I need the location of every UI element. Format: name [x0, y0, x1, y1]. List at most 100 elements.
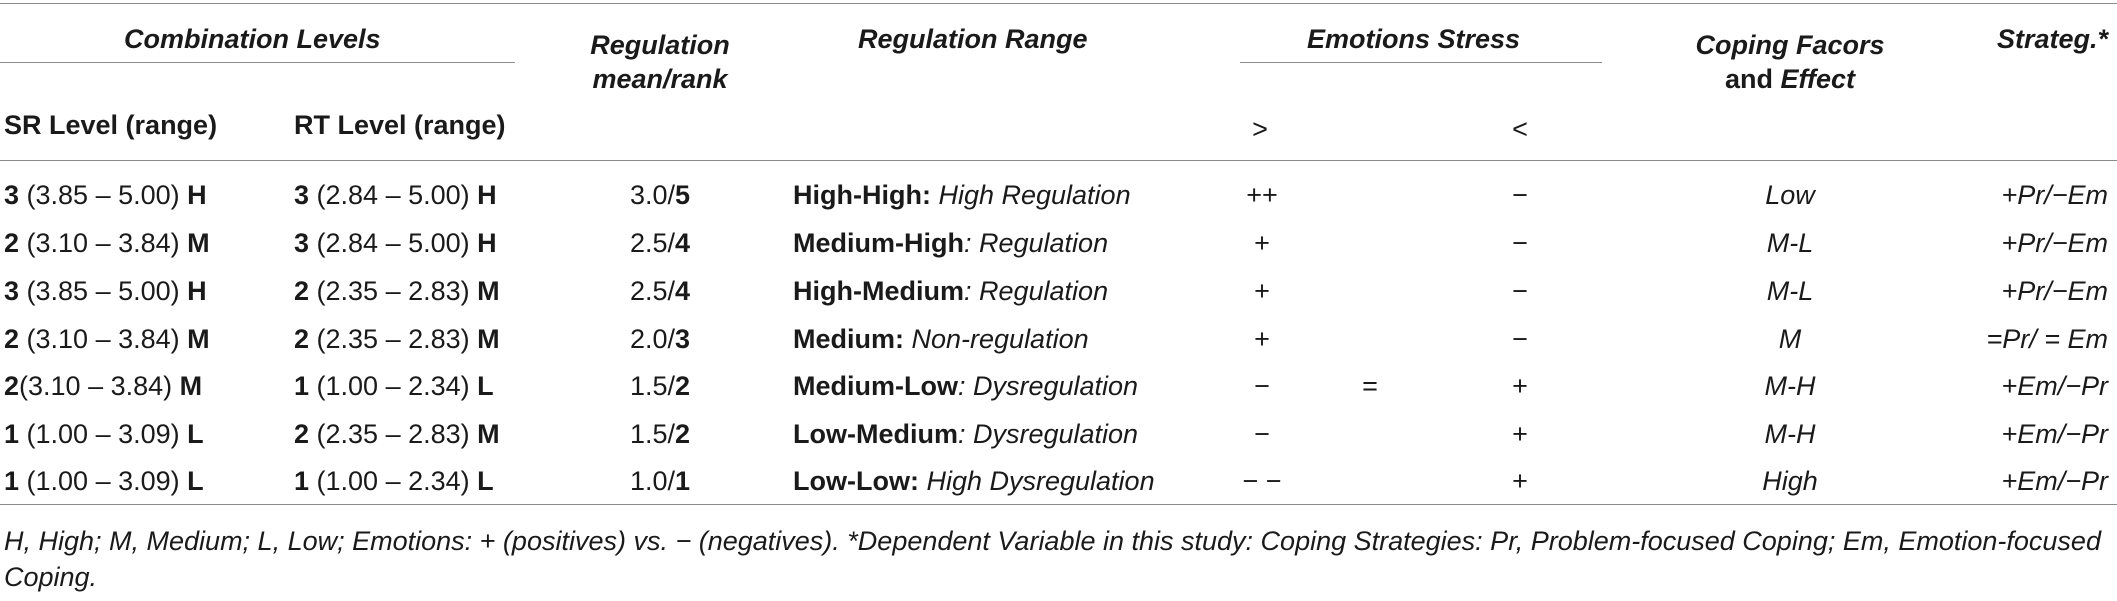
regulation-range: Medium-Low: Dysregulation [793, 369, 1138, 403]
sr-level: 1 (1.00 – 3.09) L [4, 464, 204, 498]
header-coping-2: and Effect [1724, 64, 1856, 94]
regulation-mean: 1.5/ [629, 371, 675, 401]
rt-level-number: 2 [294, 324, 310, 354]
regulation-range-label: : Regulation [963, 276, 1109, 306]
sr-level-range: (1.00 – 3.09) [19, 419, 188, 449]
regulation-range-level: Low-Low: [793, 466, 919, 496]
header-combination-levels: Combination Levels [124, 24, 381, 54]
sr-level-number: 2 [4, 324, 20, 354]
regulation-mean: 2.5/ [629, 276, 675, 306]
sr-level: 2 (3.10 – 3.84) M [4, 322, 210, 356]
regulation-mean: 1.0/ [629, 466, 675, 496]
emotion-positive: − [1254, 371, 1270, 401]
emotion-positive: + [1254, 228, 1270, 258]
regulation-range: Medium: Non-regulation [793, 322, 1089, 356]
emotion-positive: − [1254, 419, 1270, 449]
rt-level-letter: H [477, 180, 497, 210]
regulation-range: Low-Medium: Dysregulation [793, 417, 1138, 451]
emotion-negative: + [1512, 371, 1528, 401]
coping-effect: M-H [1764, 419, 1816, 449]
rt-level: 1 (1.00 – 2.34) L [294, 369, 494, 403]
emotion-negative: + [1512, 466, 1528, 496]
rt-level-letter: L [477, 371, 494, 401]
emotion-negative: − [1512, 228, 1528, 258]
sr-level: 3 (3.85 – 5.00) H [4, 178, 207, 212]
header-coping-1: Coping Facors [1695, 30, 1885, 60]
strategy: +Em/−Pr [2001, 466, 2108, 496]
sr-level-range: (3.85 – 5.00) [19, 276, 188, 306]
top-rule [0, 3, 2117, 4]
header-emotions-stress: Emotions Stress [1307, 24, 1521, 54]
regulation-range-level: High-Medium [793, 276, 964, 306]
regulation-range-level: High-High: [793, 180, 931, 210]
sr-level-number: 2 [4, 371, 20, 401]
regulation-mean-rank: 1.5/2 [570, 417, 750, 451]
regulation-mean: 2.5/ [629, 228, 675, 258]
regulation-range-level: Medium: [793, 324, 904, 354]
regulation-rank: 1 [675, 466, 691, 496]
regulation-rank: 4 [675, 228, 691, 258]
sr-level-range: (3.10 – 3.84) [19, 324, 188, 354]
strategy: +Em/−Pr [2001, 371, 2108, 401]
regulation-range-label: : Dysregulation [957, 371, 1139, 401]
rt-level-range: (2.84 – 5.00) [309, 180, 478, 210]
emotion-negative: − [1512, 324, 1528, 354]
sr-level: 2 (3.10 – 3.84) M [4, 226, 210, 260]
regulation-mean: 3.0/ [629, 180, 675, 210]
rt-level-range: (1.00 – 2.34) [309, 371, 478, 401]
sr-level-number: 3 [4, 276, 20, 306]
rt-level-letter: L [477, 466, 494, 496]
rt-level: 3 (2.84 – 5.00) H [294, 226, 497, 260]
sr-level-letter: M [187, 324, 210, 354]
regulation-range-label: : Regulation [963, 228, 1109, 258]
rt-level-range: (2.35 – 2.83) [309, 419, 478, 449]
sr-level-range: (3.10 – 3.84) [19, 371, 180, 401]
rt-level-range: (1.00 – 2.34) [309, 466, 478, 496]
sr-level: 3 (3.85 – 5.00) H [4, 274, 207, 308]
rt-level-number: 2 [294, 276, 310, 306]
regulation-range: Low-Low: High Dysregulation [793, 464, 1155, 498]
body-bottom-rule [0, 504, 2117, 505]
regulation-range: Medium-High: Regulation [793, 226, 1108, 260]
regulation-mean-rank: 1.5/2 [570, 369, 750, 403]
rt-level-range: (2.84 – 5.00) [309, 228, 478, 258]
regulation-mean: 1.5/ [629, 419, 675, 449]
sr-level-letter: H [187, 276, 207, 306]
regulation-range-level: Medium-Low [793, 371, 958, 401]
strategy: =Pr/ = Em [1986, 324, 2108, 354]
emotion-positive: + [1254, 324, 1270, 354]
rt-level-letter: M [477, 324, 500, 354]
sr-level-range: (3.85 – 5.00) [19, 180, 188, 210]
rt-level-number: 2 [294, 419, 310, 449]
rt-level: 2 (2.35 – 2.83) M [294, 274, 500, 308]
strategy: +Pr/−Em [2001, 228, 2108, 258]
header-regulation-mean-1: Regulation [590, 30, 730, 60]
rt-level-number: 3 [294, 228, 310, 258]
emotion-positive: ++ [1246, 180, 1278, 210]
header-greater-than: > [1252, 114, 1268, 144]
regulation-range-label: : Dysregulation [957, 419, 1139, 449]
strategy: +Pr/−Em [2001, 180, 2108, 210]
regulation-range: High-High: High Regulation [793, 178, 1131, 212]
rt-level-number: 3 [294, 180, 310, 210]
header-regulation-range: Regulation Range [858, 24, 1088, 54]
coping-effect: M-L [1766, 228, 1814, 258]
header-less-than: < [1512, 114, 1528, 144]
emotion-negative: − [1512, 180, 1528, 210]
sr-level-letter: L [187, 419, 204, 449]
sr-level-range: (1.00 – 3.09) [19, 466, 188, 496]
header-rt-level: RT Level (range) [294, 110, 506, 140]
rt-level-letter: H [477, 228, 497, 258]
sr-level-number: 3 [4, 180, 20, 210]
regulation-rank: 5 [675, 180, 691, 210]
rt-level-range: (2.35 – 2.83) [309, 276, 478, 306]
regulation-mean: 2.0/ [629, 324, 675, 354]
coping-effect: Low [1765, 180, 1815, 210]
regulation-rank: 2 [675, 419, 691, 449]
coping-effect: M-L [1766, 276, 1814, 306]
emotion-negative: − [1512, 276, 1528, 306]
strategy: +Pr/−Em [2001, 276, 2108, 306]
sr-level-number: 1 [4, 419, 20, 449]
coping-effect: M [1778, 324, 1802, 354]
strategy: +Em/−Pr [2001, 419, 2108, 449]
